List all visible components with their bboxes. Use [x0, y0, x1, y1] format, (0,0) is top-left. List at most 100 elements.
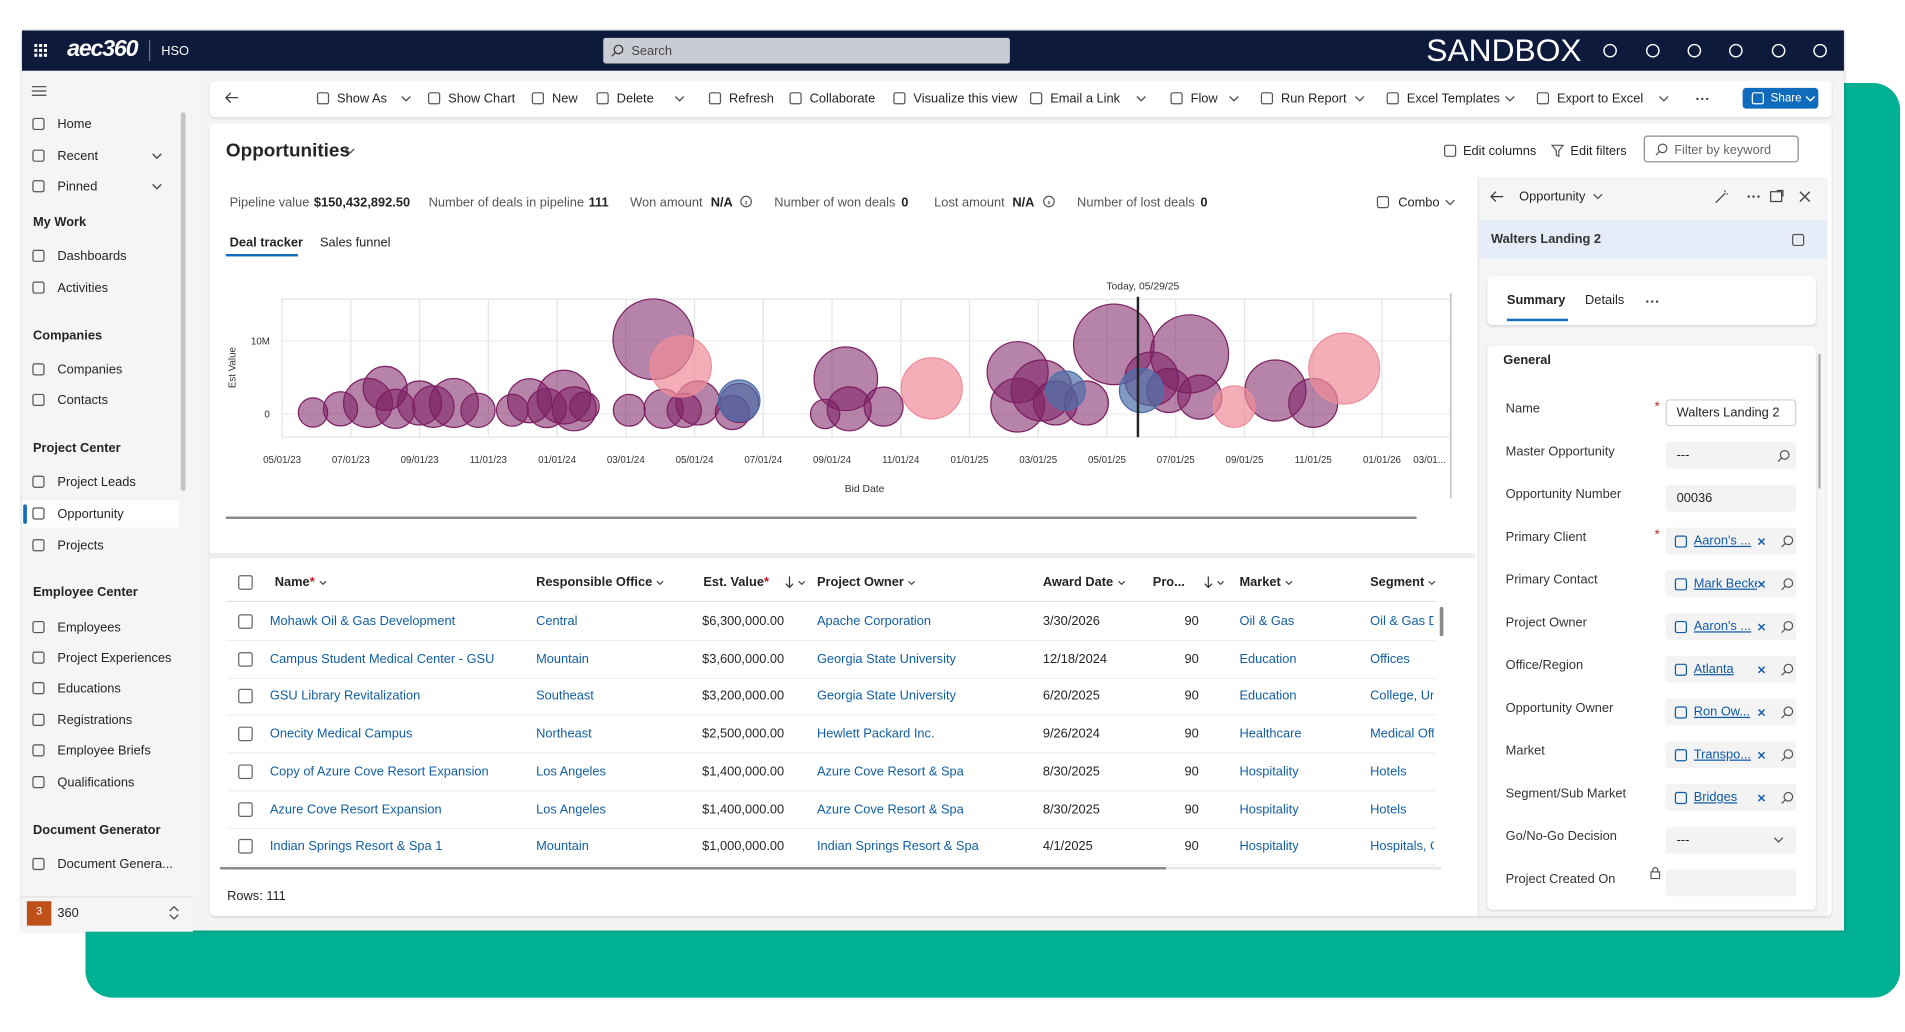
field-link[interactable]: Mark Becke — [1693, 576, 1758, 592]
cell-link[interactable]: Los Angeles — [536, 801, 606, 817]
cell-link[interactable]: Azure Cove Resort Expansion — [269, 801, 442, 817]
remove-icon[interactable] — [1757, 623, 1766, 632]
remove-icon[interactable] — [1757, 708, 1766, 717]
cell-link[interactable]: Los Angeles — [536, 764, 606, 779]
field-box[interactable] — [1665, 399, 1797, 427]
row-checkbox[interactable] — [238, 839, 253, 854]
remove-icon[interactable] — [1757, 666, 1766, 675]
cell-link[interactable]: Georgia State University — [816, 651, 956, 667]
cell-link[interactable]: Southeast — [536, 689, 594, 704]
more-icon[interactable] — [1746, 194, 1761, 199]
search-box[interactable] — [603, 37, 1010, 64]
remove-icon[interactable] — [1757, 537, 1766, 546]
view-tab[interactable]: Sales funnel — [319, 235, 391, 251]
nav-footer-label[interactable]: 360 — [57, 906, 79, 921]
field-box[interactable] — [1665, 570, 1797, 598]
wand-icon[interactable] — [1714, 189, 1729, 204]
cell-link[interactable]: Georgia State University — [816, 689, 956, 704]
header-icon[interactable] — [1602, 43, 1618, 59]
column-header[interactable]: Market — [1239, 574, 1293, 591]
nav-item[interactable]: Activities — [57, 280, 108, 296]
cell-link[interactable]: College, Un — [1370, 689, 1434, 704]
filter-box[interactable] — [1643, 135, 1799, 163]
field-link[interactable]: Aaron's ... — [1693, 533, 1752, 549]
row-checkbox[interactable] — [238, 801, 253, 817]
field-box[interactable] — [1665, 484, 1797, 512]
cell-link[interactable]: Onecity Medical Campus — [269, 726, 413, 742]
field-box[interactable] — [1665, 741, 1797, 769]
edit-filters[interactable]: Edit filters — [1570, 144, 1627, 159]
nav-item[interactable]: Projects — [57, 538, 104, 554]
updown-icon[interactable] — [169, 905, 180, 921]
nav-item[interactable]: Document Genera... — [57, 857, 173, 872]
nav-item[interactable]: Companies — [57, 362, 123, 378]
cell-link[interactable]: Copy of Azure Cove Resort Expansion — [269, 764, 489, 779]
cell-link[interactable]: Indian Springs Resort & Spa 1 — [269, 839, 443, 854]
cell-link[interactable]: Mohawk Oil & Gas Development — [269, 614, 456, 629]
toolbar-button[interactable]: Email a Link — [1050, 91, 1121, 107]
nav-item[interactable]: Recent — [57, 148, 99, 164]
toolbar-button[interactable]: Delete — [616, 91, 654, 107]
cell-link[interactable]: Mountain — [536, 651, 589, 667]
column-header[interactable]: Project Owner — [817, 574, 916, 591]
view-tab[interactable]: Deal tracker — [229, 235, 303, 251]
cell-link[interactable]: Apache Corporation — [816, 614, 932, 629]
edit-columns[interactable]: Edit columns — [1462, 144, 1537, 159]
toolbar-button[interactable]: Flow — [1190, 91, 1218, 107]
field-box[interactable] — [1665, 655, 1797, 683]
cell-link[interactable]: Medical Off — [1370, 726, 1434, 742]
cell-link[interactable]: Oil & Gas — [1239, 614, 1295, 629]
panel-tab[interactable]: Details — [1585, 293, 1625, 308]
field-link[interactable]: Transpo... — [1693, 747, 1751, 762]
back-icon[interactable] — [1490, 190, 1505, 202]
toolbar-button[interactable]: Visualize this view — [913, 91, 1018, 107]
toolbar-button[interactable]: Show As — [337, 91, 387, 107]
column-header[interactable]: Est. Value * — [703, 574, 805, 591]
toolbar-button[interactable]: Show Chart — [448, 91, 516, 107]
more-icon[interactable] — [1645, 299, 1660, 304]
toolbar-button[interactable]: Excel Templates — [1406, 91, 1500, 107]
header-icon[interactable] — [1728, 43, 1744, 59]
cell-link[interactable]: Hotels — [1370, 801, 1407, 817]
field-box[interactable] — [1665, 783, 1797, 811]
nav-item[interactable]: Qualifications — [57, 775, 135, 791]
close-icon[interactable] — [1799, 190, 1811, 203]
menu-icon[interactable] — [31, 85, 47, 96]
cell-link[interactable]: Offices — [1370, 651, 1410, 667]
remove-icon[interactable] — [1757, 751, 1766, 760]
toolbar-button[interactable]: Run Report — [1280, 91, 1347, 107]
header-icon[interactable] — [1686, 43, 1702, 59]
nav-item[interactable]: Educations — [57, 681, 121, 697]
row-checkbox[interactable] — [238, 651, 253, 667]
cell-link[interactable]: Indian Springs Resort & Spa — [816, 839, 979, 854]
panel-tab[interactable]: Summary — [1506, 293, 1566, 308]
field-box[interactable] — [1665, 527, 1797, 555]
cell-link[interactable]: GSU Library Revitalization — [269, 689, 421, 704]
back-icon[interactable] — [225, 92, 240, 104]
column-header[interactable]: Name * — [275, 574, 327, 591]
header-icon[interactable] — [1645, 43, 1661, 59]
nav-item[interactable]: Opportunity — [57, 506, 124, 522]
cell-link[interactable]: Central — [536, 614, 578, 629]
cell-link[interactable]: Hewlett Packard Inc. — [816, 726, 935, 742]
cell-link[interactable]: Healthcare — [1239, 726, 1302, 742]
cell-link[interactable]: Mountain — [536, 839, 589, 854]
nav-item[interactable]: Dashboards — [57, 249, 127, 264]
field-link[interactable]: Atlanta — [1693, 661, 1734, 677]
remove-icon[interactable] — [1757, 794, 1766, 803]
row-checkbox[interactable] — [238, 726, 253, 742]
toolbar-button[interactable]: Export to Excel — [1556, 91, 1644, 107]
column-header[interactable]: Segment — [1370, 574, 1436, 591]
cell-link[interactable]: Campus Student Medical Center - GSU — [269, 651, 495, 667]
toolbar-button[interactable]: New — [551, 91, 578, 107]
cell-link[interactable]: Education — [1239, 651, 1297, 667]
nav-item[interactable]: Employee Briefs — [57, 743, 151, 759]
cell-link[interactable]: Hospitality — [1239, 764, 1299, 779]
header-icon[interactable] — [1771, 43, 1787, 59]
column-header[interactable]: Responsible Office — [536, 574, 664, 591]
cell-link[interactable]: Education — [1239, 689, 1297, 704]
nav-item[interactable]: Project Leads — [57, 475, 136, 490]
column-header[interactable]: Pro... — [1153, 574, 1225, 591]
field-link[interactable]: Ron Ow... — [1693, 704, 1751, 720]
row-checkbox[interactable] — [238, 614, 253, 629]
